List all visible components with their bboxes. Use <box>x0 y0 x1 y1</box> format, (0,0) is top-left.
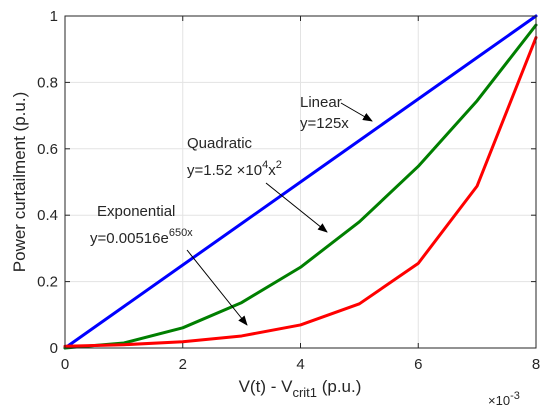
quadratic-curve <box>63 23 538 350</box>
y-tick-label: 0.2 <box>37 274 58 291</box>
x-tick-label: 4 <box>296 356 304 373</box>
annotation-arrow-quadratic <box>265 182 328 233</box>
annotation-exponential-name: Exponential <box>97 203 175 220</box>
quadratic-formula-exp4: 4 <box>262 159 268 171</box>
annotation-linear-formula: y=125x <box>300 115 349 132</box>
annotation-arrow-linear <box>340 102 373 122</box>
x-axis-title-main: V(t) - V <box>239 377 293 396</box>
y-tick-label: 0.8 <box>37 74 58 91</box>
linear-curve <box>63 14 538 350</box>
x-tick-label: 2 <box>179 356 187 373</box>
annotation-exponential-formula: y=0.00516e650x <box>90 227 193 247</box>
x-axis-exponent-base: ×10 <box>488 393 510 408</box>
y-tick-label: 0 <box>50 340 58 357</box>
exponential-formula-exponent: 650x <box>169 227 193 239</box>
y-tick-label: 0.6 <box>37 141 58 158</box>
annotation-quadratic-name: Quadratic <box>187 135 253 152</box>
annotation-arrow-exponential <box>186 249 248 326</box>
y-tick-label: 1 <box>50 8 58 25</box>
x-axis-exponent: ×10-3 <box>488 390 520 408</box>
quadratic-formula-times: × <box>237 162 246 179</box>
x-tick-label: 6 <box>414 356 422 373</box>
x-axis-exponent-power: -3 <box>510 390 520 402</box>
quadratic-formula-x: x <box>268 162 276 179</box>
annotation-linear-name: Linear <box>300 94 342 111</box>
x-axis-title-subscript: crit1 <box>292 385 317 400</box>
annotation-quadratic-formula: y=1.52 ×104x2 <box>187 159 282 179</box>
y-tick-label: 0.4 <box>37 207 58 224</box>
quadratic-formula-exp2: 2 <box>276 159 282 171</box>
x-tick-label: 8 <box>532 356 540 373</box>
series-layer <box>63 14 538 350</box>
y-axis-title: Power curtailment (p.u.) <box>10 92 29 272</box>
quadratic-formula-ten: 10 <box>245 162 262 179</box>
quadratic-formula-prefix: y=1.52 <box>187 162 237 179</box>
x-tick-label: 0 <box>61 356 69 373</box>
x-axis-title: V(t) - Vcrit1 (p.u.) <box>239 377 362 400</box>
exponential-curve <box>63 36 538 348</box>
x-axis-title-suffix: (p.u.) <box>317 377 361 396</box>
exponential-formula-prefix: y=0.00516e <box>90 230 169 247</box>
ticks: 0 2 4 6 800.20.40.60.81 <box>37 8 540 373</box>
